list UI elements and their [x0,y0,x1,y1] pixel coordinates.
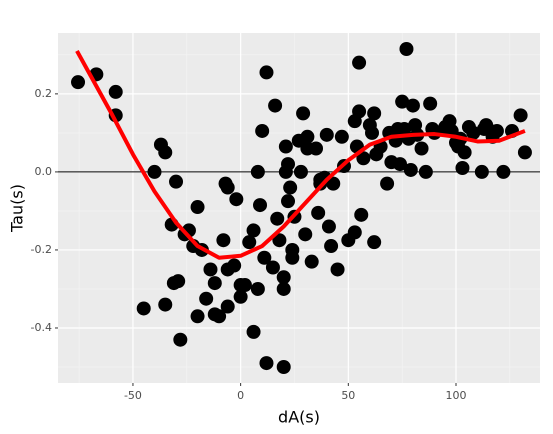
point [242,235,257,250]
point [321,219,336,234]
point [199,291,214,306]
point [216,233,231,248]
point [356,151,371,166]
smooth-line [75,49,526,260]
point [395,94,410,109]
y-tick-label: -0.2 [31,243,52,256]
point [246,223,261,238]
point [158,297,173,312]
point [250,281,265,296]
point [496,164,511,179]
point [71,75,86,90]
point [220,180,235,195]
point [300,129,315,144]
point [513,108,528,123]
point [270,211,285,226]
point [352,55,367,70]
x-tick-label: 100 [446,389,467,402]
point [276,270,291,285]
point [276,281,291,296]
point [455,161,470,176]
point [233,289,248,304]
point [418,164,433,179]
point [405,98,420,113]
point [330,262,345,277]
point [281,194,296,209]
point [278,139,293,154]
point [309,141,324,156]
y-tick-label: -0.4 [31,321,52,334]
point [296,106,311,121]
y-tick-label: 0.0 [35,165,53,178]
point [298,227,313,242]
point [347,225,362,240]
point [285,250,300,265]
point [229,192,244,207]
point [257,250,272,265]
point [268,98,283,113]
y-axis-title: Tau(s) [8,184,27,233]
point [147,164,162,179]
point [283,180,298,195]
point [158,145,173,160]
point [281,157,296,172]
point [259,65,274,80]
point [203,262,218,277]
point [352,104,367,119]
point [311,205,326,220]
point [276,360,291,375]
point [169,174,184,189]
point [246,324,261,339]
point [259,356,274,371]
point [255,123,270,138]
point [414,141,429,156]
point [457,145,472,160]
point [334,129,349,144]
point [474,164,489,179]
point [466,125,481,140]
point [265,260,280,275]
point [207,276,222,291]
point [190,200,205,215]
point [319,127,334,142]
point [399,41,414,56]
point [304,254,319,269]
point [212,309,227,324]
point [190,309,205,324]
point [253,198,268,213]
point [367,106,382,121]
point [237,278,252,293]
y-tick-label: 0.2 [35,87,53,100]
point [423,96,438,111]
point [136,301,151,316]
x-tick-label: -50 [124,389,142,402]
point [365,125,380,140]
point [108,84,123,99]
point [272,233,287,248]
point [489,123,504,138]
point [324,239,339,254]
point [326,176,341,191]
x-tick-label: 50 [341,389,355,402]
point [173,332,188,347]
point [403,162,418,177]
point [393,157,408,172]
point [250,164,265,179]
point [227,258,242,273]
point [380,176,395,191]
point [293,164,308,179]
x-tick-label: 0 [237,389,244,402]
x-axis-title: dA(s) [278,408,320,427]
point [367,235,382,250]
point [517,145,532,160]
point [220,299,235,314]
point [171,274,186,289]
point [354,207,369,222]
